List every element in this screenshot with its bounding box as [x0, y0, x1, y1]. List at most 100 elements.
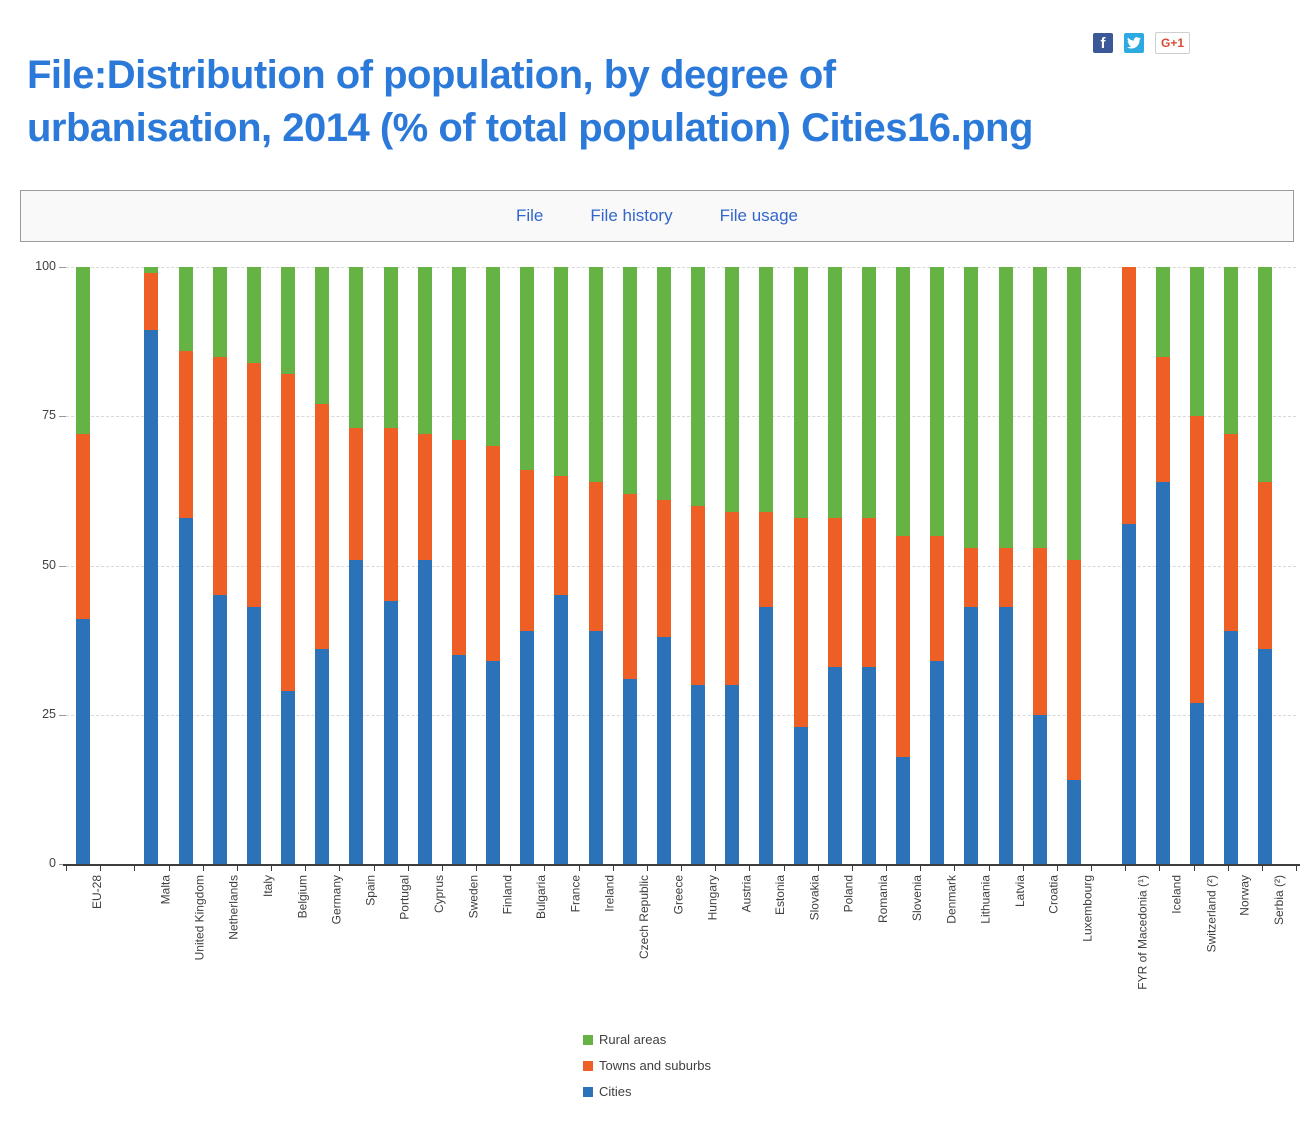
bar-Hungary-towns-and-suburbs [691, 505, 706, 685]
bar-Bulgaria-cities [520, 631, 535, 864]
bar-Sweden-towns-and-suburbs [451, 440, 466, 656]
y-axis-label-50: 50 [42, 557, 56, 572]
x-axis-label-Ireland: Ireland [602, 875, 617, 912]
x-axis-tick [510, 866, 512, 871]
legend-label: Rural areas [599, 1032, 667, 1047]
twitter-icon [1127, 37, 1141, 49]
bar-Iceland-towns-and-suburbs [1155, 356, 1170, 482]
bar-Italy-cities [246, 607, 261, 864]
x-axis-label-Slovenia: Slovenia [910, 875, 925, 922]
bar-Hungary-cities [691, 684, 706, 864]
bar-Italy-towns-and-suburbs [246, 362, 261, 608]
x-axis-label-Belgium: Belgium [295, 875, 310, 919]
x-axis-label-Netherlands: Netherlands [226, 875, 241, 940]
y-axis-label-25: 25 [42, 706, 56, 721]
twitter-share-button[interactable] [1124, 33, 1144, 53]
bar-Hungary-rural-areas [691, 267, 706, 506]
x-axis-label-Malta: Malta [158, 875, 173, 905]
x-axis-tick [476, 866, 477, 871]
x-axis-label-Portugal: Portugal [397, 875, 412, 920]
bar-Slovakia-towns-and-suburbs [793, 517, 808, 727]
bar-France-towns-and-suburbs [554, 475, 569, 596]
towns-and-suburbs-swatch [583, 1060, 593, 1071]
bar-Latvia-cities [998, 607, 1013, 864]
legend-label: Cities [599, 1084, 632, 1099]
x-axis-label-Denmark: Denmark [944, 875, 959, 924]
bar-Germany-cities [315, 649, 330, 864]
rural-areas-swatch [583, 1034, 593, 1045]
x-axis-label-Iceland: Iceland [1169, 875, 1184, 914]
x-axis-tick [1125, 866, 1127, 871]
x-axis-label-FYR of Macedonia (¹): FYR of Macedonia (¹) [1135, 875, 1150, 990]
x-axis-label-Lithuania: Lithuania [978, 875, 993, 924]
bar-Italy-rural-areas [246, 267, 261, 363]
legend-item-rural-areas: Rural areas [583, 1032, 711, 1047]
bar-Poland-cities [827, 666, 842, 864]
facebook-share-button[interactable]: f [1093, 33, 1113, 53]
bar-Luxembourg-towns-and-suburbs [1066, 559, 1081, 781]
bar-Cyprus-rural-areas [417, 267, 432, 435]
bar-Croatia-towns-and-suburbs [1032, 547, 1047, 715]
x-axis-label-Romania: Romania [875, 875, 890, 924]
bar-Ireland-cities [588, 631, 603, 864]
y-axis-tick [59, 565, 66, 567]
bar-France-cities [554, 595, 569, 864]
bar-United Kingdom-rural-areas [178, 267, 193, 351]
bar-Spain-cities [349, 559, 364, 864]
y-axis-tick [59, 714, 66, 716]
bar-Malta-cities [144, 329, 159, 864]
bar-Lithuania-cities [964, 607, 979, 864]
bar-Ireland-rural-areas [588, 267, 603, 482]
x-axis-tick [920, 866, 922, 871]
tab-file-history[interactable]: File history [590, 206, 673, 225]
bar-Malta-rural-areas [144, 267, 159, 273]
bar-Austria-rural-areas [725, 267, 740, 512]
y-axis-tick [59, 267, 66, 268]
bar-Austria-towns-and-suburbs [725, 511, 740, 685]
bar-Belgium-cities [281, 690, 296, 864]
bar-Iceland-rural-areas [1155, 267, 1170, 357]
x-axis-label-Bulgaria: Bulgaria [534, 875, 549, 920]
bar-Romania-towns-and-suburbs [861, 517, 876, 667]
x-axis-tick [407, 866, 409, 871]
legend-item-towns-and-suburbs: Towns and suburbs [583, 1058, 711, 1073]
bar-Slovenia-rural-areas [896, 267, 911, 536]
bar-Cyprus-cities [417, 559, 432, 864]
x-axis-tick [236, 866, 238, 871]
file-tab-bar: File File history File usage [20, 190, 1294, 242]
bar-Denmark-towns-and-suburbs [930, 535, 945, 661]
x-axis-label-Hungary: Hungary [705, 875, 720, 921]
bar-Lithuania-towns-and-suburbs [964, 547, 979, 608]
bar-Finland-cities [486, 661, 501, 864]
tab-file[interactable]: File [515, 206, 544, 225]
tab-file-usage[interactable]: File usage [719, 206, 799, 225]
bar-Switzerland (²)-cities [1189, 702, 1204, 864]
bar-Czech Republic-cities [622, 678, 637, 864]
x-axis-tick [612, 866, 614, 871]
googleplus-share-button[interactable]: G+1 [1155, 32, 1191, 54]
x-axis-tick [202, 866, 204, 871]
x-axis-label-Norway: Norway [1238, 875, 1253, 916]
x-axis-tick [1296, 866, 1297, 871]
bar-Portugal-cities [383, 601, 398, 864]
bar-Slovenia-towns-and-suburbs [896, 535, 911, 757]
x-axis-label-EU-28: EU-28 [90, 875, 105, 910]
x-axis-label-Austria: Austria [739, 875, 754, 913]
bar-Luxembourg-cities [1066, 780, 1081, 864]
facebook-icon: f [1100, 34, 1106, 52]
x-axis-tick [851, 866, 853, 871]
bar-Czech Republic-towns-and-suburbs [622, 493, 637, 679]
bar-Netherlands-rural-areas [212, 267, 227, 357]
x-axis-tick [681, 866, 682, 871]
page-title: File:Distribution of population, by degr… [27, 49, 1087, 155]
x-axis-line [63, 864, 1300, 866]
x-axis-label-Latvia: Latvia [1012, 875, 1027, 908]
x-axis-tick [1261, 866, 1263, 871]
bar-France-rural-areas [554, 267, 569, 476]
bar-Portugal-rural-areas [383, 267, 398, 429]
bar-Romania-rural-areas [861, 267, 876, 518]
bar-Germany-rural-areas [315, 267, 330, 405]
x-axis-label-Estonia: Estonia [773, 875, 788, 916]
page-title-line2: urbanisation, 2014 (% of total populatio… [27, 105, 1033, 150]
x-axis-label-Sweden: Sweden [465, 875, 480, 919]
